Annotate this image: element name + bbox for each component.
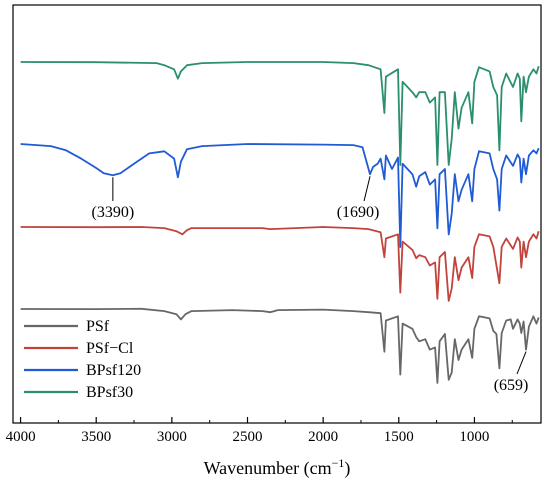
series-line-2 [20,226,540,302]
x-tick-label: 4000 [6,429,36,445]
legend: PSf PSf−Cl BPsf120 BPsf30 [24,318,141,401]
x-axis-ticks: 4000 3500 3000 2500 2000 1500 1000 [6,417,513,445]
peak-annotation: (1690) [337,204,380,221]
peak-annotation: (3390) [92,204,135,221]
x-tick-label: 2500 [232,429,262,445]
series-line-1 [20,307,540,384]
annotation-layer: (3390) (1690) (659) [92,176,529,394]
plot-frame [12,4,542,424]
annotation-leader [363,176,371,202]
series-line-3 [20,143,540,248]
x-tick-label: 3500 [81,429,111,445]
x-tick-label: 3000 [157,429,187,445]
x-tick-label: 1000 [459,429,489,445]
series-line-4 [20,61,540,166]
peak-annotation: (659) [494,377,529,394]
x-tick-label: 1500 [384,429,414,445]
legend-label: BPsf30 [86,384,133,401]
legend-label: PSf [86,318,110,335]
series-layer [20,61,540,384]
x-axis-label: Wavenumber (cm−1) [204,456,351,479]
legend-label: PSf−Cl [86,340,134,357]
annotation-leader [516,351,527,375]
legend-label: BPsf120 [86,362,141,379]
x-tick-label: 2000 [308,429,338,445]
